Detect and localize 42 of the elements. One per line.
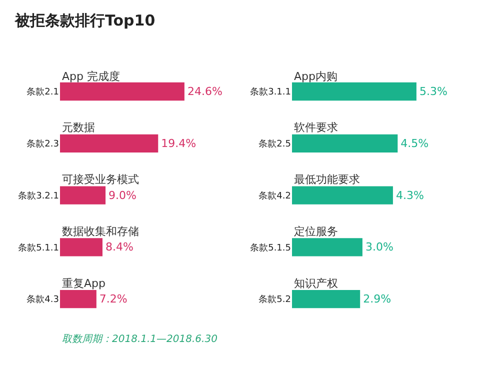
data-label: 9.0% [108, 188, 136, 202]
annotation: App内购 [294, 70, 338, 83]
data-label: 5.3% [419, 85, 448, 98]
y-tick-label: 条款4.2 [258, 190, 291, 202]
data-label: 4.3% [396, 188, 424, 202]
annotation: 可接受业务模式 [62, 173, 139, 186]
bar [60, 186, 106, 204]
bar [60, 238, 102, 256]
bar [60, 82, 184, 101]
bar [292, 238, 362, 256]
annotation: 软件要求 [294, 121, 338, 134]
bar [292, 82, 416, 101]
annotation: 知识产权 [294, 277, 338, 290]
data-label: 8.4% [105, 240, 134, 254]
y-tick-label: 条款3.1.1 [250, 86, 291, 98]
data-label: 19.4% [161, 136, 196, 150]
y-tick-label: 条款2.1 [26, 86, 59, 98]
bar [292, 134, 398, 152]
annotation: 元数据 [62, 121, 95, 134]
y-tick-label: 条款5.2 [258, 294, 291, 306]
y-tick-label: 条款2.3 [26, 138, 59, 150]
data-label: 2.9% [363, 292, 392, 306]
y-tick-label: 条款5.1.5 [250, 242, 291, 254]
data-label: 4.5% [400, 136, 429, 150]
chart-title: 被拒条款排行Top10 [14, 12, 156, 30]
y-tick-label: 条款4.3 [26, 294, 59, 306]
annotation: 最低功能要求 [294, 173, 360, 186]
y-tick-label: 条款2.5 [258, 138, 291, 150]
text: 取数周期：2018.1.1—2018.6.30 [62, 333, 218, 345]
data-label: 3.0% [365, 240, 394, 254]
annotation: 定位服务 [294, 225, 338, 238]
y-tick-label: 条款3.2.1 [18, 190, 59, 202]
bar [292, 290, 360, 308]
annotation: 重复App [62, 277, 106, 290]
annotation: App 完成度 [62, 70, 120, 83]
bar [292, 186, 393, 204]
y-tick-label: 条款5.1.1 [18, 242, 59, 254]
data-label: 24.6% [187, 85, 222, 98]
data-label: 7.2% [99, 292, 128, 306]
bar [60, 290, 96, 308]
bar [60, 134, 158, 152]
annotation: 数据收集和存储 [62, 225, 139, 238]
